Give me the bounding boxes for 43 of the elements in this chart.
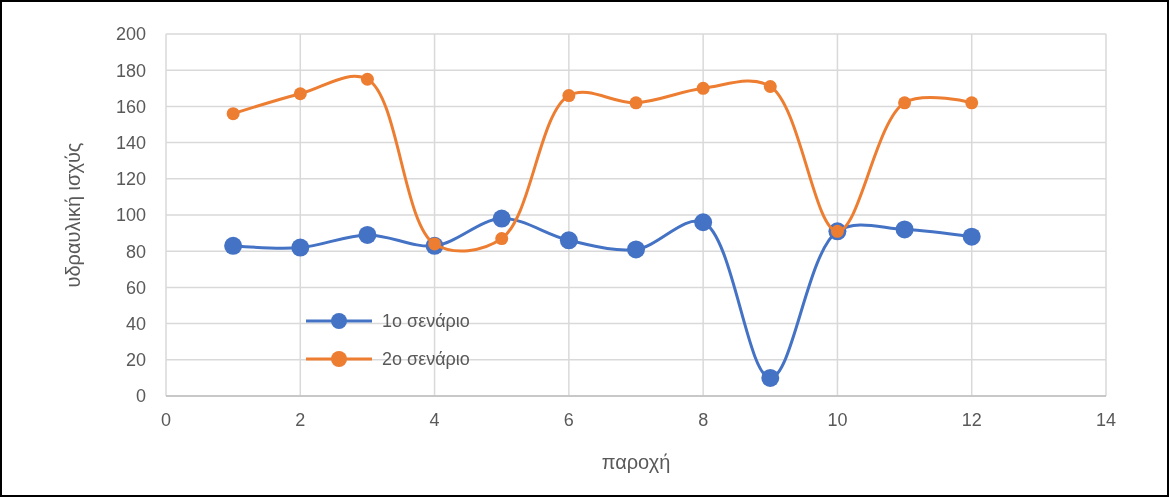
y-tick-label: 0 [135,386,146,407]
y-tick-label: 20 [125,350,146,371]
y-tick-label: 60 [125,277,146,298]
x-tick-label: 10 [827,410,848,430]
point [358,225,377,244]
point [293,87,307,101]
point [226,107,240,121]
point [360,72,374,86]
legend-label: 2ο σενάριο [382,349,470,370]
point [696,81,710,95]
y-tick-label: 100 [115,205,146,226]
x-tick-label: 0 [160,410,172,430]
x-axis-title: παροχή [601,451,671,473]
point [559,231,578,250]
legend-label: 1ο σενάριο [382,311,470,332]
y-tick-label: 140 [115,132,146,153]
point [962,227,981,246]
point [562,89,576,103]
point [694,213,713,232]
point [965,96,979,110]
x-tick-label: 6 [563,410,574,430]
point [898,96,912,110]
y-tick-label: 40 [125,313,146,334]
x-tick-label: 2 [295,410,306,430]
y-tick-label: 160 [115,96,146,117]
point [627,240,645,259]
x-tick-label: 4 [429,410,440,430]
point [492,209,511,228]
point [895,220,914,239]
x-tick-label: 8 [698,410,709,430]
point [291,238,310,257]
x-tick-label: 14 [1095,410,1117,430]
y-tick-label: 80 [125,241,146,262]
point [629,96,643,110]
point [763,79,777,93]
y-tick-label: 120 [115,169,146,190]
point [495,232,509,246]
y-axis-title: υδραυλική ισχύς [62,142,84,288]
y-tick-label: 180 [115,60,146,81]
y-tick-label: 200 [115,24,146,45]
point [761,368,780,387]
point [224,236,243,255]
x-tick-label: 12 [961,410,982,430]
